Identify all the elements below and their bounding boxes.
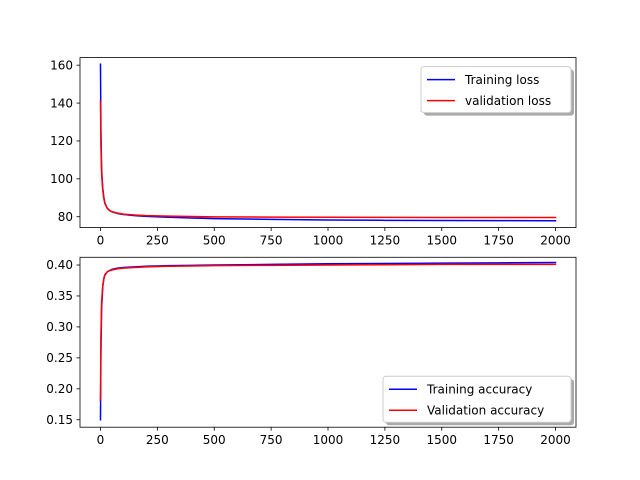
loss-legend: Training loss validation loss bbox=[420, 66, 574, 116]
accuracy-x-tick-label: 1250 bbox=[370, 433, 401, 447]
accuracy-legend-label: Training accuracy bbox=[426, 383, 532, 397]
accuracy-y-tick-label: 0.35 bbox=[46, 289, 73, 303]
accuracy-x-tick-label: 250 bbox=[146, 433, 169, 447]
loss-chart: 0 250 500 750 1000 1250 1500 1750 2000 80 100 120 14… bbox=[50, 57, 577, 248]
loss-series-line-2 bbox=[99, 100, 557, 219]
loss-legend-label: validation loss bbox=[465, 94, 551, 108]
accuracy-y-tick-label: 0.30 bbox=[46, 320, 73, 334]
accuracy-y-tick-label: 0.15 bbox=[46, 413, 73, 427]
accuracy-y-tick-label: 0.20 bbox=[46, 382, 73, 396]
loss-axes-frame bbox=[79, 57, 577, 228]
loss-x-tick-label: 1500 bbox=[426, 234, 457, 248]
loss-x-tick-label: 0 bbox=[97, 234, 105, 248]
loss-y-tick-label: 140 bbox=[50, 96, 73, 110]
accuracy-chart: 0 250 500 750 1000 1250 1500 1750 2000 0.15 0.20 0.… bbox=[46, 256, 577, 447]
loss-x-tick-label: 1750 bbox=[483, 234, 514, 248]
loss-x-tick-label: 1000 bbox=[313, 234, 344, 248]
loss-x-tick-label: 250 bbox=[146, 234, 169, 248]
accuracy-y-tick-label: 0.25 bbox=[46, 351, 73, 365]
loss-y-tick-label: 80 bbox=[58, 210, 73, 224]
accuracy-legend-label: Validation accuracy bbox=[427, 404, 544, 418]
loss-x-tick-label: 500 bbox=[203, 234, 226, 248]
loss-y-tick-label: 160 bbox=[50, 58, 73, 72]
loss-x-tick-label: 750 bbox=[260, 234, 283, 248]
accuracy-x-tick-label: 0 bbox=[97, 433, 105, 447]
loss-legend-label: Training loss bbox=[464, 73, 539, 87]
accuracy-x-tick-label: 2000 bbox=[540, 433, 571, 447]
accuracy-x-tick-label: 1500 bbox=[426, 433, 457, 447]
loss-y-tick-label: 120 bbox=[50, 134, 73, 148]
accuracy-x-tick-label: 750 bbox=[260, 433, 283, 447]
loss-x-tick-label: 1250 bbox=[370, 234, 401, 248]
loss-y-tick-label: 100 bbox=[50, 172, 73, 186]
accuracy-x-tick-label: 1750 bbox=[483, 433, 514, 447]
accuracy-x-tick-label: 500 bbox=[203, 433, 226, 447]
accuracy-y-tick-label: 0.40 bbox=[46, 258, 73, 272]
loss-x-tick-label: 2000 bbox=[540, 234, 571, 248]
accuracy-x-tick-label: 1000 bbox=[313, 433, 344, 447]
accuracy-series-line-2 bbox=[99, 263, 557, 401]
accuracy-legend: Training accuracy Validation accuracy bbox=[382, 375, 574, 426]
